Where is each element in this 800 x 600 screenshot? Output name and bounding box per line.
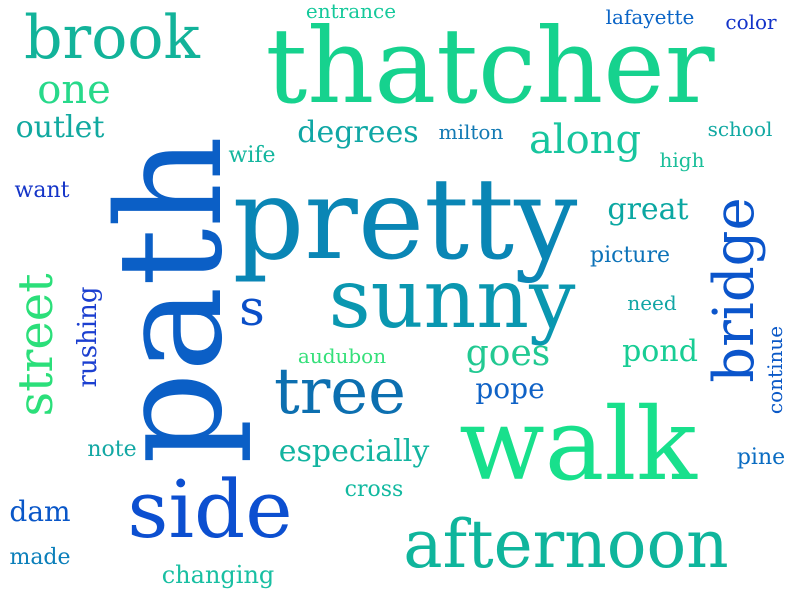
word-brook: brook (24, 3, 200, 73)
word-one: one (37, 67, 111, 113)
word-changing: changing (161, 561, 275, 589)
word-pretty: pretty (232, 155, 578, 285)
word-walk: walk (459, 386, 697, 503)
word-color: color (725, 10, 777, 34)
word-wife: wife (228, 143, 276, 168)
word-note: note (87, 437, 137, 462)
word-pine: pine (736, 445, 786, 470)
word-thatcher: thatcher (265, 5, 715, 127)
word-school: school (707, 117, 773, 141)
word-audubon: audubon (297, 344, 387, 368)
word-sunny: sunny (328, 252, 576, 347)
word-high: high (659, 148, 705, 172)
word-lafayette: lafayette (605, 5, 695, 29)
word-continue: continue (763, 325, 787, 415)
word-pond: pond (622, 334, 698, 369)
word-afternoon: afternoon (403, 506, 729, 583)
word-s: s (239, 279, 265, 337)
word-need: need (627, 291, 677, 315)
word-milton: milton (438, 120, 504, 144)
word-made: made (9, 545, 71, 570)
word-tree: tree (273, 355, 407, 429)
word-side: side (127, 463, 293, 556)
word-rushing: rushing (73, 286, 103, 388)
word-entrance: entrance (305, 0, 397, 23)
word-along: along (528, 117, 642, 163)
word-great: great (607, 192, 689, 227)
word-cross: cross (344, 477, 404, 502)
word-goes: goes (465, 333, 551, 374)
word-want: want (14, 178, 70, 203)
word-picture: picture (590, 243, 670, 268)
word-path: path (86, 135, 254, 465)
word-dam: dam (9, 495, 71, 528)
word-outlet: outlet (15, 110, 105, 145)
word-pope: pope (475, 372, 545, 405)
word-street: street (8, 273, 64, 417)
word-bridge: bridge (702, 197, 767, 383)
word-especially: especially (278, 434, 430, 469)
word-degrees: degrees (297, 115, 419, 150)
